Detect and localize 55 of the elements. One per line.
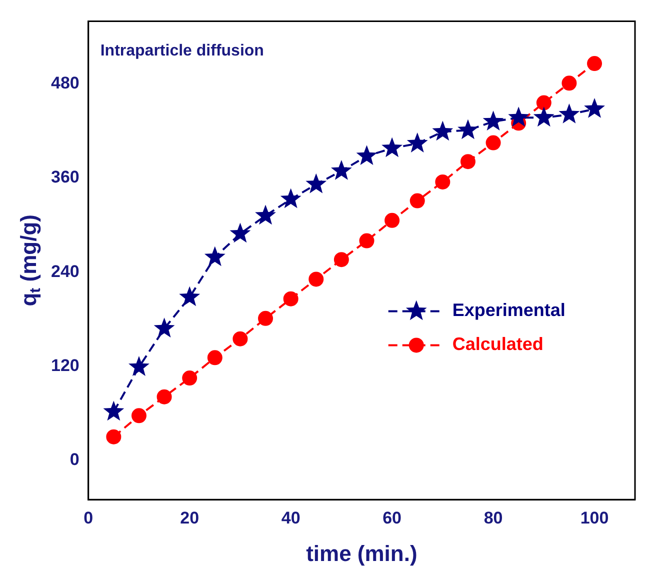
point [587,56,602,72]
x-tick-label: 60 [382,508,402,528]
point [156,389,172,404]
annotation: Intraparticle diffusion [100,42,264,60]
y-tick-label: 480 [50,74,80,93]
point [230,222,251,243]
point [410,193,425,208]
point [460,154,476,170]
point [255,204,276,225]
point [584,98,605,118]
point [179,286,200,306]
point [482,110,504,130]
point [533,106,554,127]
point [306,173,327,194]
point [458,119,478,140]
point [356,145,378,165]
point [334,252,349,268]
point [508,106,530,127]
point [558,104,580,124]
point [258,310,274,326]
point [232,331,248,346]
point [128,356,150,376]
point [131,408,146,424]
point [432,120,454,141]
y-tick-label: 360 [50,168,80,187]
point [435,174,450,190]
x-tick-label: 20 [180,508,200,528]
point [106,429,122,444]
y-axis-title: qt (mg/g) [16,214,44,306]
point [154,318,175,338]
point [204,246,226,266]
x-tick-label: 80 [484,508,503,528]
point [103,400,124,421]
point [280,188,302,208]
point [562,76,577,91]
x-tick-label: 100 [580,508,609,528]
point [182,370,198,386]
point [308,272,324,287]
point [382,137,403,158]
point [330,160,352,180]
y-tick-label: 240 [50,262,80,281]
point [486,135,501,150]
point [359,233,374,248]
point [536,95,552,110]
y-tick-label: 0 [70,450,80,470]
legend-label: Experimental [452,300,566,320]
legend-label: Calculated [452,334,544,354]
x-axis-title: time (min.) [306,541,418,566]
point [207,350,222,366]
point [283,291,298,306]
point [384,212,400,228]
y-tick-label: 120 [50,356,80,375]
x-tick-label: 0 [84,508,94,528]
point [406,132,428,152]
x-tick-label: 40 [281,508,300,528]
